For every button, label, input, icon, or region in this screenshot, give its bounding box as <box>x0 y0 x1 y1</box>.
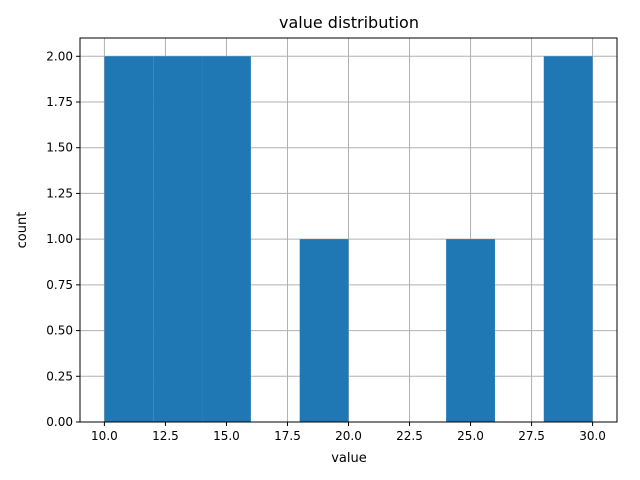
x-tick-label: 22.5 <box>396 429 423 443</box>
y-tick-label: 0.50 <box>46 324 73 338</box>
histogram-bar <box>446 239 495 422</box>
y-tick-label: 2.00 <box>46 49 73 63</box>
x-tick-label: 27.5 <box>518 429 545 443</box>
x-tick-label: 12.5 <box>152 429 179 443</box>
y-tick-label: 0.00 <box>46 415 73 429</box>
y-tick-label: 0.25 <box>46 369 73 383</box>
x-tick-label: 17.5 <box>274 429 301 443</box>
y-tick-label: 1.50 <box>46 141 73 155</box>
histogram-bar <box>202 56 251 423</box>
x-tick-label: 20.0 <box>335 429 362 443</box>
x-axis-label: value <box>331 451 367 466</box>
y-axis-label: count <box>15 212 30 249</box>
y-tick-label: 0.75 <box>46 278 73 292</box>
bars <box>104 56 593 423</box>
y-axis: 0.00 0.25 0.50 0.75 1.00 1.25 1.50 1.75 2.00 <box>46 49 80 429</box>
histogram-bar <box>153 56 203 423</box>
y-tick-label: 1.25 <box>46 186 73 200</box>
x-tick-label: 30.0 <box>579 429 606 443</box>
y-tick-label: 1.00 <box>46 232 73 246</box>
y-tick-label: 1.75 <box>46 95 73 109</box>
x-tick-label: 25.0 <box>457 429 484 443</box>
x-tick-label: 10.0 <box>91 429 118 443</box>
histogram-bar <box>104 56 154 423</box>
x-tick-label: 15.0 <box>213 429 240 443</box>
x-axis: 10.0 12.5 15.0 17.5 20.0 22.5 25.0 27.5 30.0 <box>91 422 606 443</box>
histogram-bar <box>299 239 349 422</box>
histogram-bar <box>543 56 593 423</box>
chart-title: value distribution <box>279 13 419 32</box>
